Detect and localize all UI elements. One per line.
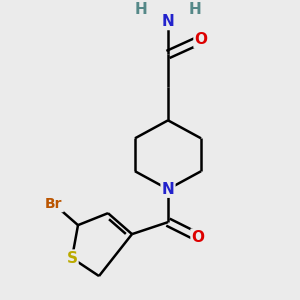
Text: S: S	[67, 250, 77, 266]
Text: H: H	[135, 2, 147, 17]
Text: Br: Br	[45, 197, 63, 211]
Text: N: N	[162, 14, 174, 29]
Text: N: N	[162, 182, 174, 197]
Text: H: H	[189, 2, 201, 17]
Text: O: O	[191, 230, 205, 244]
Text: O: O	[194, 32, 208, 47]
